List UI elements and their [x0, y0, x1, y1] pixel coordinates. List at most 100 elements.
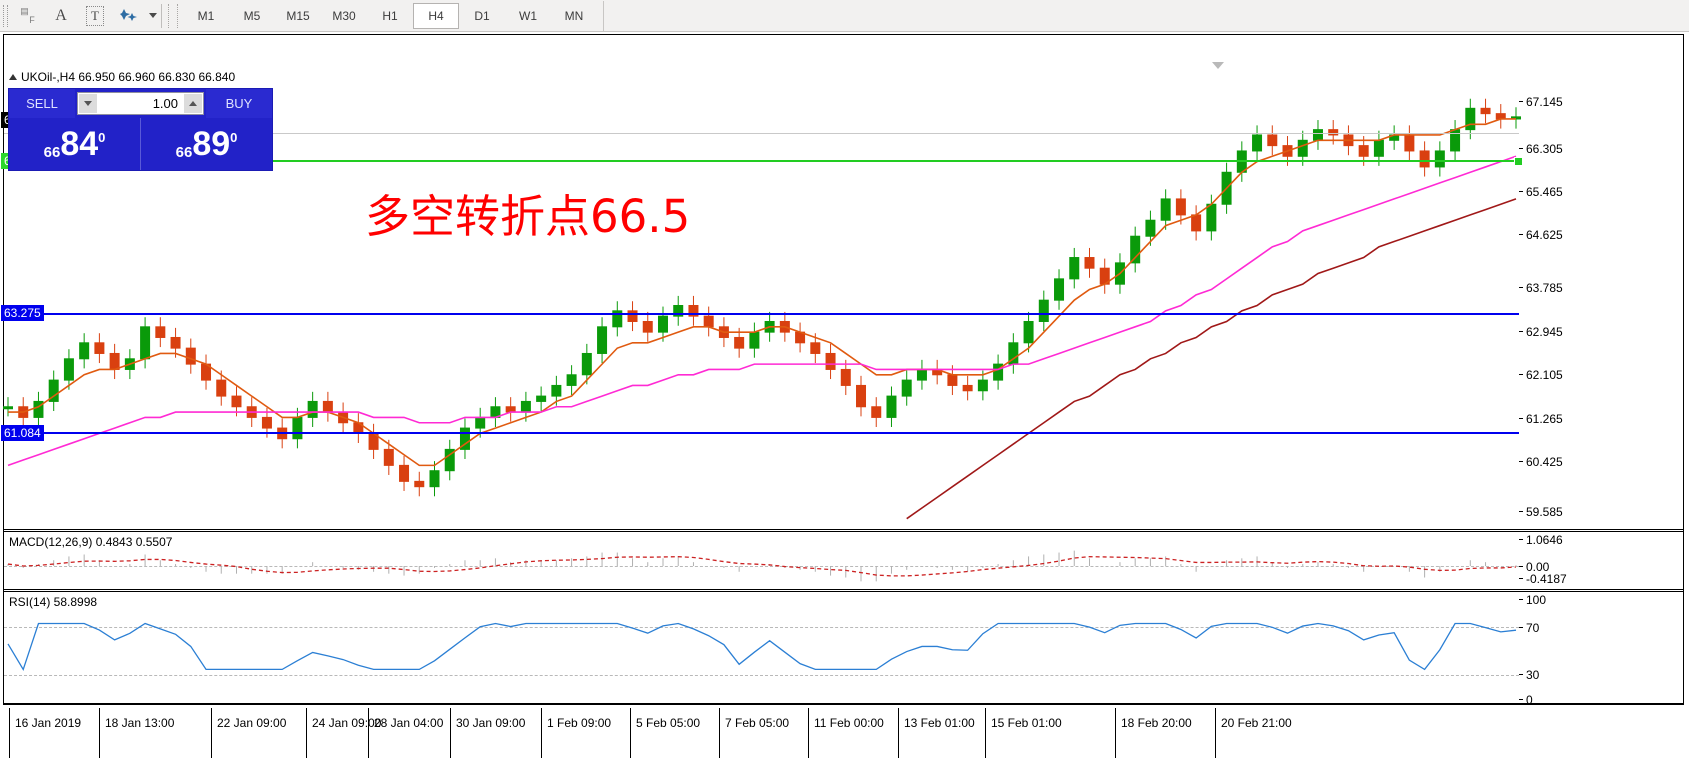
timeframe-label: M30 — [332, 8, 356, 23]
time-axis-tick: 24 Jan 09:00 — [312, 716, 382, 730]
time-axis-tick: 18 Feb 20:00 — [1121, 716, 1192, 730]
candle-body — [185, 347, 196, 365]
timeframe-m5[interactable]: M5 — [229, 3, 275, 29]
timeframe-label: D1 — [474, 8, 490, 23]
chart-area[interactable]: UKOil-,H4 66.950 66.960 66.830 66.840 MA… — [0, 32, 1689, 760]
time-axis-tick: 16 Jan 2019 — [15, 716, 82, 730]
green-level-line[interactable] — [4, 160, 1519, 162]
candle-body — [947, 374, 958, 386]
time-axis-divider — [630, 708, 631, 758]
time-axis-tick: 1 Feb 09:00 — [547, 716, 612, 730]
time-axis-tick: 30 Jan 09:00 — [456, 716, 526, 730]
candle-body — [1328, 129, 1339, 136]
rsi-indicator-label: RSI(14) 58.8998 — [9, 595, 98, 609]
timeframe-m15[interactable]: M15 — [275, 3, 321, 29]
candle-body — [261, 416, 272, 429]
macd-indicator-label: MACD(12,26,9) 0.4843 0.5507 — [9, 535, 173, 549]
buy-button[interactable]: BUY — [206, 89, 272, 118]
candle-body — [551, 384, 562, 397]
objects-icon[interactable] — [112, 1, 146, 31]
sell-button[interactable]: SELL — [9, 89, 75, 118]
candle-body — [1145, 219, 1156, 237]
chevron-up-icon — [189, 101, 197, 106]
ma-mid-magenta — [7, 155, 1517, 467]
candle-body — [444, 448, 455, 472]
candle-body — [688, 305, 699, 317]
text-label-icon[interactable]: T — [78, 1, 112, 31]
price-axis-tick: 62.105 — [1519, 368, 1563, 382]
trade-panel-top-row: SELL 1.00 BUY — [9, 89, 272, 118]
timeframe-m30[interactable]: M30 — [321, 3, 367, 29]
time-axis-tick: 28 Jan 04:00 — [374, 716, 444, 730]
buy-price-display[interactable]: 66 89 0 — [141, 118, 272, 170]
text-a-icon[interactable]: A — [55, 6, 67, 24]
chart-annotation-text[interactable]: 多空转折点66.5 — [365, 190, 691, 243]
sell-price-display[interactable]: 66 84 0 — [9, 118, 141, 170]
candle-body — [1054, 278, 1065, 301]
collapse-triangle-icon[interactable] — [9, 74, 17, 80]
timeframe-w1[interactable]: W1 — [505, 3, 551, 29]
rsi-pane-separator — [3, 589, 1684, 590]
candle-body — [977, 379, 988, 392]
candle-body — [1358, 145, 1369, 157]
timeframe-m1[interactable]: M1 — [183, 3, 229, 29]
chart-title: UKOil-,H4 66.950 66.960 66.830 66.840 — [9, 70, 235, 84]
timeframe-h1[interactable]: H1 — [367, 3, 413, 29]
price-axis-tick: 60.425 — [1519, 455, 1563, 469]
blue-resistance-line[interactable] — [4, 313, 1519, 315]
macd-pane-separator-2 — [3, 531, 1684, 532]
candle-body — [414, 480, 425, 488]
price-axis-tick: 66.305 — [1519, 142, 1563, 156]
candle-body — [734, 336, 745, 349]
lot-size-value[interactable]: 1.00 — [98, 93, 183, 114]
indicator-f-icon[interactable]: ▤ F — [20, 5, 34, 25]
price-axis-tick: 61.265 — [1519, 412, 1563, 426]
timeframe-h4[interactable]: H4 — [413, 2, 459, 29]
time-axis-divider — [368, 708, 369, 758]
lot-size-stepper[interactable]: 1.00 — [77, 92, 204, 115]
candle-body — [520, 400, 531, 413]
price-axis-tick: 65.465 — [1519, 185, 1563, 199]
indicator-axis-tick: 30 — [1519, 668, 1539, 682]
time-axis[interactable]: 16 Jan 2019 18 Jan 13:00 22 Jan 09:00 24 Ja… — [3, 708, 1684, 758]
time-axis-tick: 18 Jan 13:00 — [105, 716, 175, 730]
timeframe-label: MN — [564, 8, 584, 23]
time-axis-tick: 7 Feb 05:00 — [725, 716, 790, 730]
green-line-anchor[interactable] — [1514, 157, 1523, 166]
lot-decrease-button[interactable] — [78, 93, 98, 114]
toolbar-divider — [161, 3, 162, 28]
candle-body — [475, 416, 486, 429]
candle-body — [916, 368, 927, 381]
scroll-position-marker[interactable] — [1212, 62, 1224, 69]
indicator-axis-tick: -0.4187 — [1519, 572, 1567, 586]
chart-title-text: UKOil-,H4 66.950 66.960 66.830 66.840 — [21, 70, 236, 84]
time-axis-divider — [541, 708, 542, 758]
candle-body — [79, 342, 90, 360]
candle-body — [871, 406, 882, 418]
time-axis-tick: 22 Jan 09:00 — [217, 716, 287, 730]
rsi-plot — [7, 622, 1517, 671]
toolbar-drag-handle[interactable] — [0, 3, 10, 29]
objects-dropdown-arrow[interactable] — [149, 13, 157, 18]
objects-glyph — [120, 8, 137, 21]
indicator-axis-tick: 0.00 — [1519, 560, 1549, 574]
candle-body — [63, 358, 74, 381]
blue-support-line[interactable] — [4, 432, 1519, 434]
one-click-trading-panel[interactable]: SELL 1.00 BUY 66 84 0 66 89 0 — [8, 88, 273, 171]
candle-body — [48, 379, 59, 402]
lot-increase-button[interactable] — [183, 93, 203, 114]
candle-body — [627, 310, 638, 322]
timeframe-mn[interactable]: MN — [551, 3, 597, 29]
sell-price-pips: 84 — [60, 125, 99, 163]
blue-support-label[interactable]: 61.084 — [1, 425, 44, 441]
candle-body — [155, 326, 166, 338]
chart-plot-layer — [3, 98, 1521, 671]
timeframe-d1[interactable]: D1 — [459, 3, 505, 29]
blue-resistance-label[interactable]: 63.275 — [1, 305, 44, 321]
timeframe-drag-handle[interactable] — [168, 3, 178, 28]
candle-body — [673, 305, 684, 317]
timeframe-label: M15 — [286, 8, 310, 23]
time-axis-divider — [211, 708, 212, 758]
time-axis-divider — [898, 708, 899, 758]
rsi-pane-separator-2 — [3, 591, 1684, 592]
